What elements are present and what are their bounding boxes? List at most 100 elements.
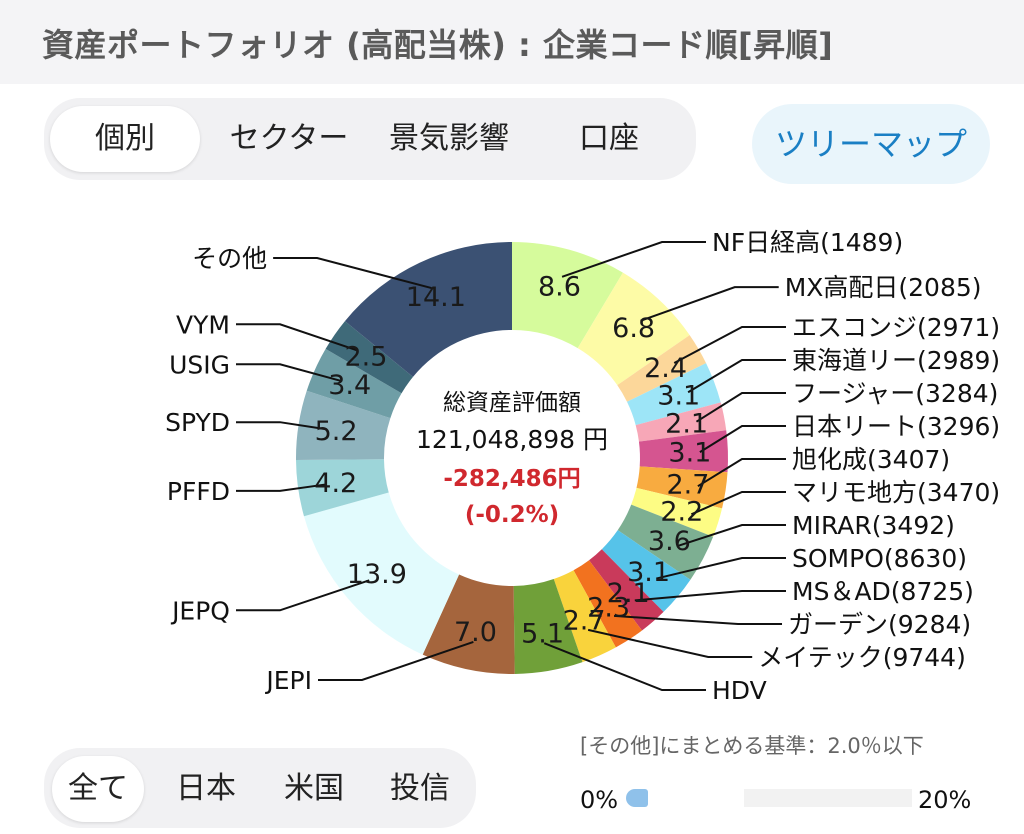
slice-0[interactable] [512,242,623,349]
slice-19[interactable] [325,321,414,394]
slice-value-label: 3.1 [668,437,711,468]
leader-line [613,614,783,625]
slice-17[interactable] [296,390,391,461]
leader-line [318,641,474,681]
slice-8[interactable] [617,504,714,580]
slice-name-label: フージャー(3284) [792,379,998,408]
slice-name-label: マリモ地方(3470) [792,478,1000,507]
center-total-value: 121,048,898 円 [416,425,608,454]
slice-11[interactable] [573,560,643,648]
slice-value-label: 2.7 [667,470,710,501]
leader-line [677,524,786,547]
leader-line [673,326,786,364]
leader-line [236,323,359,352]
tab-fund[interactable]: 投信 [390,771,450,806]
slice-value-label: 4.2 [314,468,357,499]
leader-line [690,491,786,516]
leader-line [236,421,327,431]
slice-value-label: 13.9 [347,559,407,590]
slice-value-label: 7.0 [454,617,497,648]
center-change-percent: (-0.2%) [465,502,559,528]
slice-5[interactable] [638,430,729,473]
tab-individual[interactable]: 個別 [50,106,200,172]
slice-name-label: SPYD [165,408,230,437]
slice-9[interactable] [601,530,691,612]
leader-line [587,628,753,658]
slice-name-label: 日本リート(3296) [792,412,1000,441]
slice-name-label: 旭化成(3407) [792,445,950,474]
leader-line [236,483,327,492]
slice-name-label: JEPQ [170,596,230,625]
tab-all[interactable]: 全て [52,756,144,822]
slice-value-label: 5.1 [521,618,564,649]
slice-name-label: JEPI [264,666,312,695]
slice-name-label: MS＆AD(8725) [792,577,974,606]
slice-14[interactable] [422,574,515,674]
slice-value-label: 2.5 [344,341,387,372]
view-tab-bar: 個別 セクター 景気影響 口座 [44,98,696,180]
slice-name-label: ガーデン(9284) [788,610,971,639]
slice-value-label: 2.1 [665,409,708,440]
slice-value-label: 3.6 [648,526,691,557]
slice-name-label: MIRAR(3492) [792,511,955,540]
slice-16[interactable] [296,459,389,517]
slice-value-label: 2.3 [587,592,630,623]
slice-name-label: VYM [176,310,230,339]
leader-line [699,425,786,453]
threshold-description: [その他]にまとめる基準：2.0％以下 [580,734,924,758]
slice-3[interactable] [626,363,721,426]
portfolio-donut-chart: 8.66.82.43.12.13.12.72.23.63.12.12.32.75… [165,228,1000,705]
slice-name-label: HDV [712,676,767,705]
slice-name-label: NF日経高(1489) [712,228,903,257]
leader-line [236,363,341,382]
tab-us[interactable]: 米国 [284,771,344,806]
slider-max-label: 20% [918,786,972,814]
slice-18[interactable] [306,348,402,419]
slice-name-label: メイテック(9744) [758,643,966,672]
slider-handle[interactable] [626,789,648,807]
slice-7[interactable] [631,487,723,537]
slice-value-label: 2.4 [644,353,687,384]
slice-name-label: その他 [192,244,267,273]
slice-value-label: 3.1 [627,557,670,588]
treemap-button[interactable]: ツリーマップ [752,104,990,184]
leader-line [634,590,786,602]
leader-line [561,241,706,278]
slice-20[interactable] [344,242,512,377]
slice-value-labels: 8.66.82.43.12.13.12.72.23.63.12.12.32.75… [314,271,711,649]
header-bar: 資産ポートフォリオ (高配当株) : 企業コード順[昇順] [0,0,1024,84]
slice-2[interactable] [617,335,707,402]
leader-line [695,392,786,423]
slice-12[interactable] [553,570,616,663]
slice-13[interactable] [513,578,583,674]
leader-line [687,359,786,394]
slice-name-label: 東海道リー(2989) [792,346,1000,375]
slice-value-label: 2.2 [660,496,703,527]
slice-value-label: 14.1 [406,282,466,313]
market-tab-bar: 全て 日本 米国 投信 [44,748,476,828]
slice-1[interactable] [577,272,690,386]
slice-value-label: 3.1 [657,381,700,412]
leader-line [543,642,706,691]
tab-sector[interactable]: セクター [229,121,349,156]
slice-4[interactable] [635,402,727,442]
center-change-amount: -282,486円 [443,466,580,492]
slice-name-label: エスコンジ(2971) [792,313,1000,342]
slice-6[interactable] [636,466,728,509]
tab-account[interactable]: 口座 [579,121,639,156]
slider-track[interactable] [744,789,912,807]
slice-value-label: 3.4 [328,370,371,401]
tab-japan[interactable]: 日本 [176,771,236,806]
tab-economic-impact[interactable]: 景気影響 [389,121,509,156]
slice-value-label: 6.8 [612,313,655,344]
slice-name-label: PFFD [167,477,230,506]
slice-name-label: MX高配日(2085) [785,273,982,302]
slider-min-label: 0% [580,786,619,814]
leader-line [656,557,786,580]
slice-name-labels: NF日経高(1489) MX高配日(2085) エスコンジ(2971) 東海道リー(2… [165,228,1000,705]
slice-name-label: USIG [169,350,230,379]
slice-15[interactable] [303,492,460,655]
slice-value-label: 2.7 [563,606,606,637]
leader-line [640,286,779,322]
slice-10[interactable] [589,549,664,631]
